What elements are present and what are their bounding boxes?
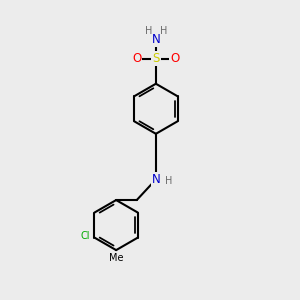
Text: N: N (152, 33, 160, 46)
Text: H: H (165, 176, 172, 186)
Text: O: O (132, 52, 141, 65)
Text: S: S (152, 52, 160, 65)
Text: H: H (160, 26, 167, 36)
Text: O: O (170, 52, 180, 65)
Text: Me: Me (109, 254, 123, 263)
Text: Cl: Cl (80, 231, 90, 241)
Text: H: H (145, 26, 152, 36)
Text: N: N (152, 173, 160, 186)
